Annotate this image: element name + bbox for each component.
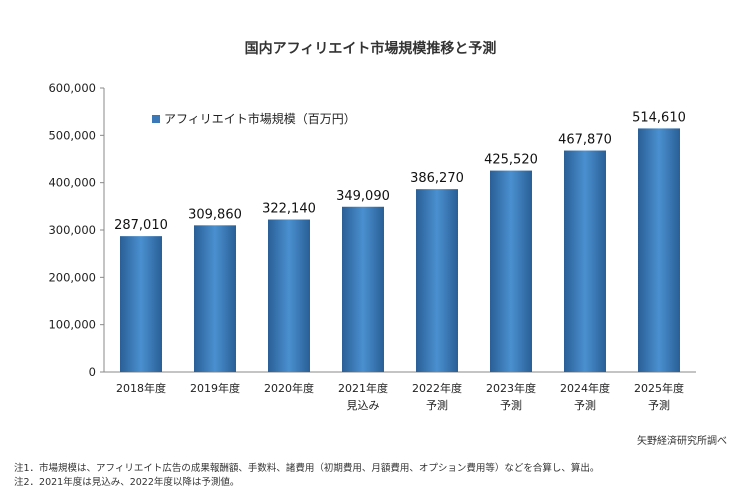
- y-tick-label: 600,000: [48, 81, 96, 95]
- chart-title: 国内アフィリエイト市場規模推移と予測: [244, 41, 497, 57]
- legend-label: アフィリエイト市場規模（百万円）: [164, 112, 356, 126]
- bar: [564, 150, 606, 372]
- x-tick-label: 2020年度: [264, 381, 314, 395]
- data-label: 309,860: [188, 207, 242, 222]
- x-tick-label: 2021年度: [338, 381, 388, 395]
- source-credit: 矢野経済研究所調べ: [637, 436, 727, 447]
- data-label: 287,010: [114, 218, 168, 233]
- data-label: 467,870: [558, 133, 612, 148]
- x-tick-label: 2018年度: [116, 381, 166, 395]
- data-label: 349,090: [336, 189, 390, 204]
- x-tick-label: 見込み: [347, 399, 380, 412]
- bar: [638, 128, 680, 372]
- x-tick-label: 2019年度: [190, 381, 240, 395]
- legend-swatch: [152, 114, 160, 123]
- x-tick-label: 予測: [648, 398, 670, 412]
- x-tick-label: 2023年度: [486, 381, 536, 395]
- y-tick-label: 400,000: [48, 176, 96, 190]
- data-label: 425,520: [484, 153, 538, 168]
- bar: [120, 236, 162, 372]
- bar: [194, 225, 236, 372]
- legend: アフィリエイト市場規模（百万円）: [152, 110, 356, 127]
- bar: [490, 170, 532, 372]
- bar: [268, 219, 310, 372]
- bar: [416, 189, 458, 372]
- bar: [342, 206, 384, 372]
- data-label: 322,140: [262, 202, 316, 217]
- x-tick-label: 予測: [500, 398, 522, 412]
- footnote-2: 注2．2021年度は見込み、2022年度以降は予測値。: [14, 477, 240, 488]
- y-tick-label: 200,000: [48, 270, 96, 284]
- y-tick-label: 500,000: [48, 128, 96, 142]
- y-tick-label: 100,000: [48, 318, 96, 332]
- data-label: 514,610: [632, 110, 686, 125]
- x-tick-label: 2025年度: [634, 381, 684, 395]
- x-tick-label: 2024年度: [560, 381, 610, 395]
- data-label: 386,270: [410, 171, 464, 186]
- footnote-1: 注1．市場規模は、アフィリエイト広告の成果報酬額、手数料、諸費用（初期費用、月額…: [14, 463, 600, 474]
- x-tick-label: 予測: [426, 398, 448, 412]
- y-tick-label: 300,000: [48, 223, 96, 237]
- x-tick-label: 予測: [574, 398, 596, 412]
- x-tick-label: 2022年度: [412, 381, 462, 395]
- y-tick-label: 0: [89, 365, 96, 379]
